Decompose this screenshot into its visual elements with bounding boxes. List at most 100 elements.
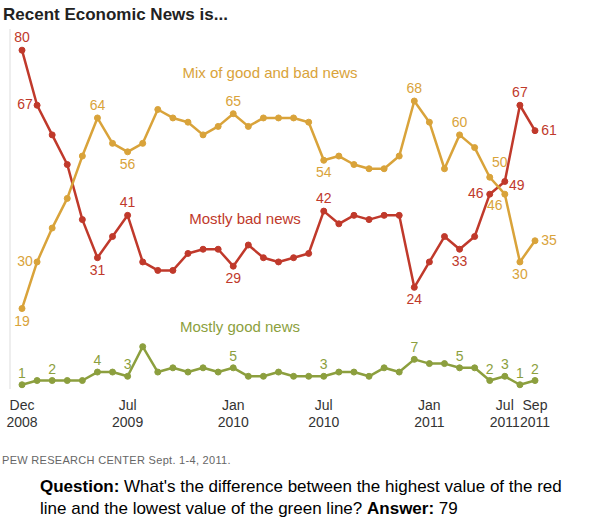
page: {"chart_data": { "type": "line", "title"…: [0, 0, 600, 530]
data-label: 29: [225, 270, 241, 286]
data-label: 65: [225, 93, 241, 109]
x-tick-label: Jul2009: [112, 397, 143, 430]
data-label: 60: [452, 114, 468, 130]
series-point: [125, 212, 131, 218]
answer-label: Answer:: [367, 499, 434, 518]
series-point: [200, 132, 206, 138]
x-tick-label-line: Dec: [10, 397, 35, 413]
series-point: [381, 212, 387, 218]
series-point: [260, 255, 266, 261]
x-tick-label: Jan2011: [414, 397, 444, 430]
series-point: [472, 365, 478, 371]
plot-area: [19, 47, 538, 388]
data-label: 41: [120, 194, 136, 210]
series-point: [321, 157, 327, 163]
x-tick-label: Dec2008: [6, 397, 37, 430]
x-tick-label-line: Jan: [418, 397, 441, 413]
series-point: [351, 212, 357, 218]
series-point: [351, 162, 357, 168]
series-point: [19, 382, 25, 388]
series-point: [230, 263, 236, 269]
series-point: [110, 234, 116, 240]
data-label: 31: [90, 262, 106, 278]
series-point: [49, 225, 55, 231]
series-point: [215, 123, 221, 129]
series-point: [336, 153, 342, 159]
data-label: 30: [512, 266, 528, 282]
series-point: [79, 378, 85, 384]
series-point: [79, 153, 85, 159]
series-point: [200, 246, 206, 252]
series-point: [472, 145, 478, 151]
series-point: [170, 267, 176, 273]
x-tick-label-line: 2009: [112, 414, 143, 430]
series-point: [200, 365, 206, 371]
series-point: [140, 140, 146, 146]
question-label: Question:: [40, 477, 119, 496]
data-label: 33: [452, 253, 468, 269]
series-point: [94, 369, 100, 375]
series-point: [517, 259, 523, 265]
data-label: 64: [90, 97, 106, 113]
x-tick-label: Sep2011: [520, 397, 550, 430]
series-point: [441, 166, 447, 172]
data-label: 56: [120, 156, 136, 172]
series-point: [245, 242, 251, 248]
series-point: [336, 221, 342, 227]
chart: Recent Economic News is...Dec2008Jul2009…: [0, 0, 600, 472]
series-point: [155, 267, 161, 273]
series-point: [532, 238, 538, 244]
data-label: 3: [501, 356, 509, 372]
x-tick-label-line: Jul: [119, 397, 137, 413]
question-text: What's the difference between the highes…: [40, 477, 562, 518]
series-name: Mostly bad news: [189, 210, 301, 227]
series-point: [125, 149, 131, 155]
series-point: [125, 373, 131, 379]
data-label: 2: [486, 361, 494, 377]
x-tick-label-line: 2011: [414, 414, 444, 430]
series-point: [472, 234, 478, 240]
series-point: [140, 344, 146, 350]
series-point: [64, 162, 70, 168]
series-point: [306, 373, 312, 379]
series-point: [336, 369, 342, 375]
series-point: [185, 250, 191, 256]
x-tick-label-line: Jul: [496, 397, 514, 413]
series-point: [396, 369, 402, 375]
series-point: [517, 102, 523, 108]
data-label: 2: [531, 361, 539, 377]
series-point: [411, 356, 417, 362]
series-point: [517, 382, 523, 388]
series-point: [49, 378, 55, 384]
series-point: [381, 365, 387, 371]
series-point: [34, 378, 40, 384]
series-point: [276, 115, 282, 121]
series-point: [441, 234, 447, 240]
series-point: [532, 378, 538, 384]
answer-text: 79: [439, 499, 458, 518]
series-point: [396, 153, 402, 159]
series-point: [426, 361, 432, 367]
x-tick-label-line: Jul: [315, 397, 333, 413]
series-point: [260, 373, 266, 379]
series-point: [155, 369, 161, 375]
data-label: 42: [316, 190, 332, 206]
series-point: [230, 365, 236, 371]
series-point: [170, 365, 176, 371]
series-point: [532, 128, 538, 134]
series-point: [155, 106, 161, 112]
series-point: [79, 217, 85, 223]
series-point: [321, 208, 327, 214]
series-point: [457, 132, 463, 138]
title: Recent Economic News is...: [3, 5, 228, 24]
series-point: [245, 373, 251, 379]
data-label: 2: [48, 361, 56, 377]
series-point: [34, 259, 40, 265]
series-point: [306, 250, 312, 256]
data-label: 5: [229, 348, 237, 364]
data-label: 3: [320, 356, 328, 372]
series-point: [110, 140, 116, 146]
series-point: [185, 369, 191, 375]
series-point: [457, 365, 463, 371]
x-tick-label: Jan2010: [218, 397, 249, 430]
